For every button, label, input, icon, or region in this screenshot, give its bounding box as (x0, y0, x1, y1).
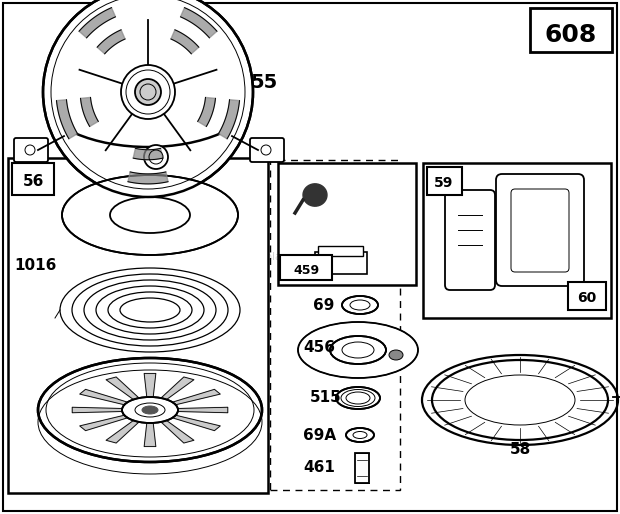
Text: 58: 58 (510, 443, 531, 457)
Text: 59: 59 (435, 176, 454, 190)
Bar (315, 252, 367, 274)
Polygon shape (198, 98, 215, 126)
Bar (355, 453, 369, 483)
Bar (427, 167, 462, 195)
Bar (568, 282, 606, 310)
Ellipse shape (38, 358, 262, 462)
Text: 60: 60 (577, 291, 596, 305)
Bar (530, 8, 612, 52)
Polygon shape (171, 30, 199, 54)
FancyBboxPatch shape (445, 190, 495, 290)
Polygon shape (180, 8, 217, 38)
Polygon shape (164, 389, 220, 407)
Polygon shape (72, 407, 132, 413)
Text: 459: 459 (293, 264, 319, 277)
Polygon shape (80, 389, 136, 407)
Text: 69: 69 (313, 298, 334, 313)
Polygon shape (97, 30, 125, 54)
FancyBboxPatch shape (250, 138, 284, 162)
Ellipse shape (122, 397, 178, 423)
Polygon shape (168, 407, 228, 413)
Ellipse shape (389, 350, 403, 360)
Circle shape (144, 145, 168, 169)
Ellipse shape (330, 336, 386, 364)
Circle shape (135, 79, 161, 105)
Ellipse shape (342, 296, 378, 314)
Bar (8, 158, 268, 493)
Text: 1016: 1016 (14, 258, 56, 272)
Text: eReplacementParts.com: eReplacementParts.com (247, 252, 373, 262)
Polygon shape (80, 413, 136, 431)
Circle shape (121, 65, 175, 119)
Polygon shape (106, 417, 143, 443)
Polygon shape (157, 377, 194, 403)
Text: 461: 461 (303, 461, 335, 475)
Bar (423, 163, 611, 318)
Polygon shape (157, 417, 194, 443)
Polygon shape (133, 149, 163, 160)
Polygon shape (106, 377, 143, 403)
Ellipse shape (298, 322, 418, 378)
Bar (12, 163, 54, 195)
Ellipse shape (346, 428, 374, 442)
Polygon shape (81, 98, 99, 126)
Polygon shape (79, 8, 115, 38)
Polygon shape (144, 374, 156, 401)
FancyBboxPatch shape (511, 189, 569, 272)
Bar (270, 160, 400, 490)
Polygon shape (303, 184, 327, 206)
Polygon shape (56, 100, 78, 139)
Polygon shape (128, 172, 168, 184)
Polygon shape (164, 413, 220, 431)
Ellipse shape (336, 387, 380, 409)
Text: 515: 515 (310, 391, 342, 406)
Bar (278, 163, 416, 285)
Bar (280, 255, 332, 280)
Circle shape (43, 0, 253, 197)
FancyBboxPatch shape (14, 138, 48, 162)
Text: 55: 55 (250, 72, 277, 91)
Ellipse shape (142, 406, 158, 414)
Text: 69A: 69A (303, 428, 336, 443)
Text: 56: 56 (22, 174, 43, 189)
FancyBboxPatch shape (496, 174, 584, 286)
Text: 608: 608 (545, 23, 597, 47)
Ellipse shape (62, 175, 238, 255)
Bar (318, 246, 363, 256)
Text: 456: 456 (303, 340, 335, 356)
Polygon shape (218, 100, 239, 139)
Polygon shape (144, 418, 156, 447)
